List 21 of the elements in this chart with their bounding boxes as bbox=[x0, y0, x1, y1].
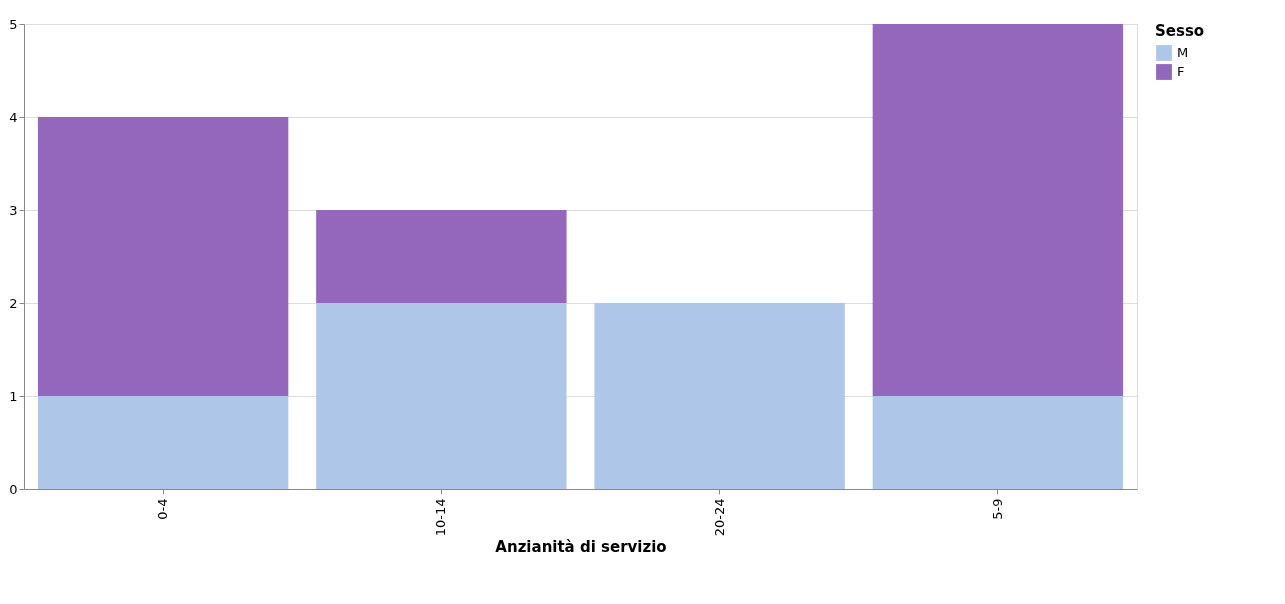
x-tick-label: 5-9 bbox=[989, 498, 1005, 520]
bar bbox=[37, 117, 289, 396]
y-tick-label: 3 bbox=[9, 202, 18, 218]
legend-title: Sesso bbox=[1155, 22, 1205, 40]
bar bbox=[316, 303, 567, 489]
y-tick-label: 1 bbox=[9, 388, 18, 404]
bar bbox=[872, 24, 1124, 396]
legend-label: F bbox=[1177, 64, 1185, 79]
bar bbox=[316, 210, 567, 303]
x-axis-title: Anzianità di servizio bbox=[495, 538, 667, 557]
x-tick-label: 0-4 bbox=[155, 498, 171, 520]
bar bbox=[872, 396, 1124, 489]
bar bbox=[594, 303, 845, 489]
y-tick-label: 2 bbox=[9, 295, 18, 311]
bar bbox=[37, 396, 289, 489]
legend-label: M bbox=[1177, 45, 1189, 60]
x-tick-label: 10-14 bbox=[433, 498, 449, 537]
y-tick-label: 5 bbox=[9, 16, 18, 32]
y-tick-label: 4 bbox=[9, 109, 18, 125]
y-tick-label: 0 bbox=[9, 481, 18, 497]
x-tick-label: 20-24 bbox=[711, 498, 727, 537]
